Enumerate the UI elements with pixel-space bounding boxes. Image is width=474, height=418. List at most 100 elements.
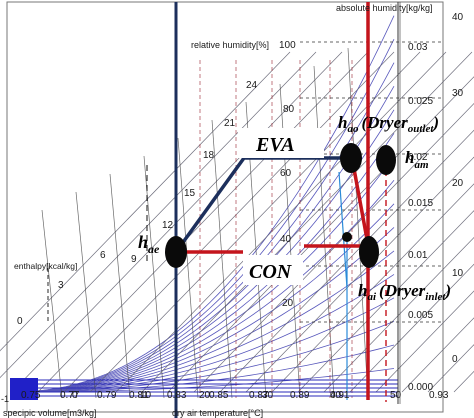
rh-tick: 60 bbox=[280, 168, 292, 179]
absolute-humidity-tick: 0.03 bbox=[408, 42, 428, 53]
enthalpy-ticks: 24 21 18 15 12 9 6 3 0 bbox=[17, 80, 258, 327]
specific-volume-line bbox=[75, 191, 97, 399]
temperature-tick: 20 bbox=[199, 390, 211, 401]
enthalpy-line bbox=[271, 183, 474, 393]
enthalpy-tick: 15 bbox=[184, 188, 196, 199]
enthalpy-line bbox=[323, 236, 474, 393]
absolute-humidity-tick: 0.005 bbox=[408, 310, 433, 321]
temperature-tick: 10 bbox=[140, 390, 152, 401]
h-ai-label: hai (Dryerinlet) bbox=[358, 281, 451, 303]
absolute-humidity-tick: 0.025 bbox=[408, 96, 433, 107]
specific-volume-tick: 0.93 bbox=[429, 390, 449, 401]
absolute-humidity-tick: 0.015 bbox=[408, 198, 433, 209]
rh-curve bbox=[10, 250, 395, 393]
specific-volume-line bbox=[347, 47, 369, 399]
temperature-tick: 40 bbox=[330, 390, 342, 401]
enthalpy-line bbox=[193, 103, 474, 393]
enthalpy-tick: 6 bbox=[100, 250, 106, 261]
specific-volume-tick: 0.81 bbox=[129, 390, 149, 401]
side-tick: 10 bbox=[452, 268, 464, 279]
point-h-am bbox=[376, 145, 396, 175]
specific-volume-tick: 0.89 bbox=[290, 390, 310, 401]
side-tick: 30 bbox=[452, 88, 464, 99]
temperature-side-ticks: 40 30 20 10 0 bbox=[452, 12, 464, 365]
h-ao-label: hao (Dryeroutlet) bbox=[338, 113, 439, 135]
specific-volume-ticks: 0.75 0.77 0.79 0.81 0.83 0.85 0.87 0.89 0.91 0.93 bbox=[21, 390, 449, 401]
left-base-tick bbox=[10, 384, 16, 400]
enthalpy-tick: 12 bbox=[162, 220, 174, 231]
absolute-humidity-tick: 0.02 bbox=[408, 152, 428, 163]
dry-air-temperature-axis-label: dry air temperature[°C] bbox=[172, 408, 263, 418]
enthalpy-line bbox=[37, 51, 369, 393]
enthalpy-line bbox=[141, 51, 473, 393]
temperature-tick: 0 bbox=[72, 390, 78, 401]
absolute-humidity-axis-label: absolute humidity[kg/kg] bbox=[336, 3, 433, 13]
rh-curve bbox=[9, 39, 395, 393]
con-label-box bbox=[243, 255, 303, 285]
specific-volume-axis-label: specipic volume[m3/kg] bbox=[3, 408, 97, 418]
enthalpy-line bbox=[89, 51, 421, 393]
small-state-point bbox=[342, 232, 352, 242]
eva-label-box bbox=[238, 128, 324, 158]
relative-humidity-ticks: 100 80 60 40 20 bbox=[279, 40, 296, 309]
side-tick: 40 bbox=[452, 12, 464, 23]
light-blue-line bbox=[338, 171, 348, 289]
enthalpy-line bbox=[349, 263, 474, 393]
specific-volume-line bbox=[211, 119, 233, 399]
relative-humidity-label: relative humidity[%] bbox=[191, 40, 269, 50]
specific-volume-line bbox=[109, 173, 131, 399]
specific-volume-line bbox=[313, 65, 335, 399]
eva-label: EVA bbox=[255, 134, 295, 156]
enthalpy-line bbox=[245, 156, 474, 393]
enthalpy-line bbox=[297, 210, 474, 393]
enthalpy-tick: 24 bbox=[246, 80, 258, 91]
point-h-ai bbox=[359, 236, 379, 268]
enthalpy-tick: 0 bbox=[17, 316, 23, 327]
rh-tick: 40 bbox=[280, 234, 292, 245]
rh-tick: 20 bbox=[282, 298, 294, 309]
temperature-tick: 50 bbox=[390, 390, 402, 401]
enthalpy-tick: 18 bbox=[203, 150, 215, 161]
enthalpy-line bbox=[167, 76, 474, 393]
rh-curve bbox=[10, 344, 395, 393]
specific-volume-tick: 0.75 bbox=[21, 390, 41, 401]
side-tick: 0 bbox=[452, 354, 458, 365]
base-lines bbox=[10, 379, 398, 397]
side-tick: 20 bbox=[452, 178, 464, 189]
absolute-humidity-tick: 0.000 bbox=[408, 382, 433, 393]
enthalpy-line bbox=[375, 290, 474, 393]
h-am-label: ham bbox=[405, 148, 429, 171]
temperature-ticks: 0 10 20 30 40 50 bbox=[72, 390, 402, 401]
dry-bulb-temperature-lines bbox=[199, 60, 353, 398]
specific-volume-line bbox=[41, 209, 63, 399]
enthalpy-tick: 9 bbox=[131, 254, 137, 265]
left-base-block bbox=[10, 378, 38, 400]
enthalpy-line bbox=[115, 51, 447, 393]
enthalpy-lines bbox=[0, 51, 474, 393]
enthalpy-line bbox=[453, 370, 474, 393]
enthalpy-line bbox=[63, 51, 395, 393]
specific-volume-tick: 0.87 bbox=[249, 390, 269, 401]
h-ae-label: hae bbox=[138, 232, 160, 256]
enthalpy-line bbox=[219, 129, 474, 393]
specific-volume-tick: 0.83 bbox=[167, 390, 187, 401]
point-h-ae bbox=[165, 236, 187, 268]
absolute-humidity-ticks: 0.03 0.025 0.02 0.015 0.01 0.005 0.000 bbox=[408, 42, 433, 393]
specific-volume-tick: 0.91 bbox=[330, 390, 350, 401]
specific-volume-tick: 0.79 bbox=[97, 390, 117, 401]
enthalpy-tick: 3 bbox=[58, 280, 64, 291]
rh-curve bbox=[9, 133, 395, 393]
enthalpy-axis-label: enthalpy[kcal/kg] bbox=[14, 261, 77, 271]
enthalpy-line bbox=[401, 317, 474, 393]
rh-tick: 100 bbox=[279, 40, 296, 51]
enthalpy-tick: 21 bbox=[224, 118, 236, 129]
dryer-red-path bbox=[350, 157, 371, 251]
temperature-tick: 30 bbox=[262, 390, 274, 401]
rh-curve bbox=[10, 227, 395, 393]
absolute-humidity-tick: 0.01 bbox=[408, 250, 428, 261]
left-tick-minus-one: -1 bbox=[1, 394, 9, 404]
specific-volume-tick: 0.77 bbox=[60, 390, 80, 401]
specific-volume-tick: 0.85 bbox=[209, 390, 229, 401]
enthalpy-line bbox=[0, 51, 291, 352]
